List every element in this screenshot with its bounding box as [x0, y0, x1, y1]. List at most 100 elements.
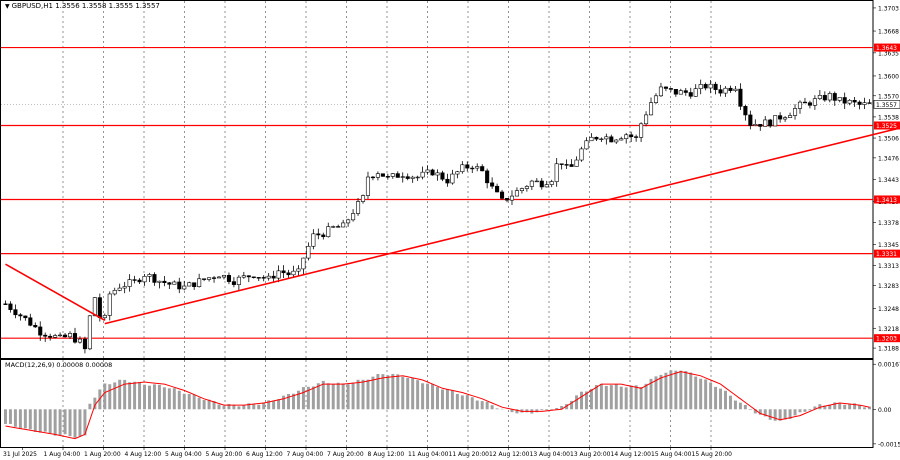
candle-body	[241, 275, 246, 278]
candle-body	[202, 278, 207, 280]
level-price-tag	[874, 334, 900, 343]
trendline	[104, 127, 900, 325]
candle-body	[847, 100, 852, 104]
candle-body	[23, 315, 28, 319]
candle-body	[852, 100, 857, 103]
candle-body	[490, 182, 495, 187]
candle-body	[430, 169, 435, 176]
candle-body	[127, 279, 132, 287]
candle-body	[837, 97, 842, 101]
candle-body	[107, 293, 112, 316]
candle-body	[28, 317, 33, 326]
candle-body	[18, 314, 23, 317]
time-axis-label: 7 Aug 20:00	[327, 451, 364, 458]
candle-body	[807, 102, 812, 106]
candle-body	[192, 282, 197, 287]
candle-body	[470, 167, 475, 170]
time-axis-label: 7 Aug 04:00	[287, 451, 324, 458]
candle-body	[594, 136, 599, 140]
candle-body	[336, 226, 341, 228]
price-axis-label: 1.3506	[878, 136, 899, 143]
candle-body	[187, 282, 192, 287]
candle-body	[425, 169, 430, 173]
candle-body	[256, 277, 261, 279]
candle-body	[117, 287, 122, 291]
candle-body	[331, 226, 336, 228]
time-axis-label: 1 Aug 20:00	[84, 451, 121, 458]
candle-body	[743, 106, 748, 116]
candle-body	[619, 138, 624, 141]
candle-body	[713, 83, 718, 90]
time-axis-label: 6 Aug 12:00	[246, 451, 283, 458]
candle-body	[137, 279, 142, 283]
candle-body	[475, 166, 480, 169]
candle-body	[326, 226, 331, 238]
candle-body	[360, 195, 366, 202]
candle-body	[867, 102, 872, 104]
candle-body	[544, 184, 549, 188]
candle-body	[440, 172, 445, 180]
candle-body	[341, 222, 346, 228]
candle-body	[827, 93, 832, 101]
time-axis-label: 8 Aug 12:00	[368, 451, 405, 458]
candle-body	[395, 173, 400, 178]
candle-body	[3, 303, 8, 305]
candle-body	[306, 245, 311, 259]
symbol-dropdown-icon[interactable]: ▼	[5, 3, 10, 10]
candle-body	[673, 89, 678, 95]
candle-body	[733, 88, 738, 91]
candle-body	[529, 180, 534, 187]
candle-body	[768, 119, 773, 127]
candle-body	[445, 178, 450, 184]
candle-body	[549, 181, 554, 185]
candle-body	[207, 277, 212, 280]
candle-body	[559, 163, 564, 165]
candle-body	[614, 139, 619, 143]
candle-body	[281, 270, 286, 274]
candle-body	[162, 280, 167, 284]
candle-body	[668, 88, 673, 90]
candle-body	[72, 333, 78, 343]
candle-body	[569, 164, 574, 167]
candle-body	[405, 176, 410, 179]
level-price-label: 1.3331	[876, 251, 897, 258]
candle-body	[728, 87, 733, 91]
current-price-label: 1.3557	[876, 102, 897, 109]
candle-body	[177, 281, 182, 290]
candle-body	[301, 257, 306, 270]
symbol-info: GBPUSD,H1 1.3556 1.3558 1.3555 1.3557	[11, 2, 160, 10]
candle-body	[554, 163, 559, 182]
macd-header: MACD(12,26,9) 0.00008 0.00008	[5, 361, 113, 369]
candle-body	[390, 173, 395, 177]
candle-body	[231, 281, 236, 285]
candle-body	[13, 309, 18, 316]
candle-body	[797, 101, 803, 109]
candle-body	[639, 123, 644, 138]
candle-body	[167, 282, 172, 285]
macd-histogram	[3, 370, 872, 438]
candle-body	[172, 281, 177, 285]
candle-body	[33, 325, 38, 328]
candle-body	[261, 277, 266, 279]
candle-body	[708, 83, 713, 89]
candle-body	[579, 148, 584, 161]
candle-body	[832, 93, 837, 101]
time-axis-label: 11 Aug 20:00	[449, 451, 490, 458]
candle-body	[634, 136, 639, 138]
candle-body	[251, 276, 256, 278]
candle-body	[698, 84, 703, 89]
chart-header: ▼ GBPUSD,H1 1.3556 1.3558 1.3555 1.3557	[5, 2, 160, 10]
time-axis-label: 31 Jul 2025	[3, 451, 37, 458]
candle-body	[758, 124, 763, 127]
candle-body	[817, 95, 822, 99]
candle-body	[147, 274, 152, 277]
level-price-tag	[874, 195, 900, 204]
candle-body	[812, 98, 817, 106]
candle-body	[738, 88, 743, 107]
candle-body	[82, 338, 87, 350]
candle-body	[589, 136, 594, 142]
time-axis-label: 13 Aug 04:00	[530, 451, 571, 458]
candle-body	[63, 334, 68, 338]
candle-body	[226, 275, 231, 282]
